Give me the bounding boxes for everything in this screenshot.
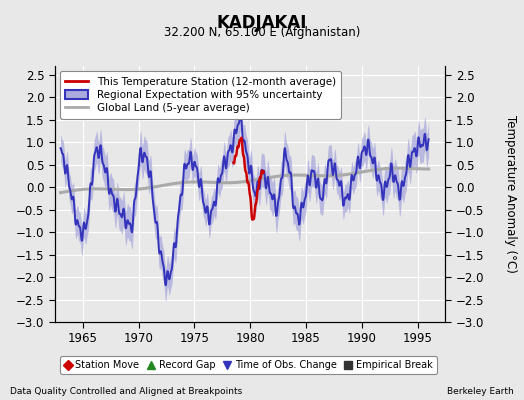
Text: KADJAKAI: KADJAKAI [217,14,307,32]
Legend: Station Move, Record Gap, Time of Obs. Change, Empirical Break: Station Move, Record Gap, Time of Obs. C… [60,356,437,374]
Text: 32.200 N, 65.100 E (Afghanistan): 32.200 N, 65.100 E (Afghanistan) [164,26,360,39]
Text: Berkeley Earth: Berkeley Earth [447,387,514,396]
Text: Data Quality Controlled and Aligned at Breakpoints: Data Quality Controlled and Aligned at B… [10,387,243,396]
Y-axis label: Temperature Anomaly (°C): Temperature Anomaly (°C) [504,115,517,273]
